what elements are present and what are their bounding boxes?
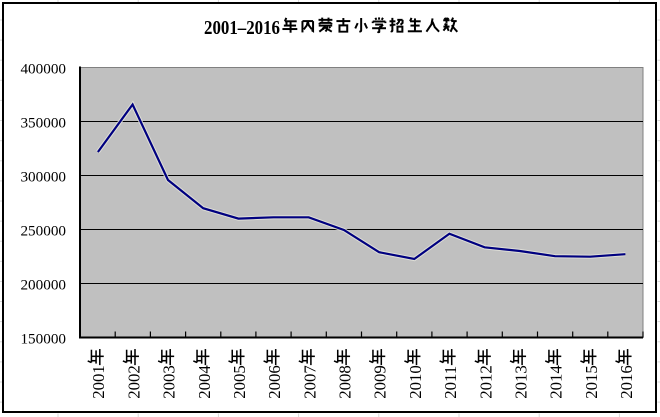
svg-text:2015: 2015 xyxy=(582,365,601,399)
svg-text:2004: 2004 xyxy=(195,365,214,399)
svg-text:2005: 2005 xyxy=(230,365,249,399)
svg-text:250000: 250000 xyxy=(20,223,66,240)
svg-text:2012: 2012 xyxy=(476,365,495,399)
svg-text:2011: 2011 xyxy=(441,366,460,399)
svg-text:150000: 150000 xyxy=(20,331,66,348)
svg-text:300000: 300000 xyxy=(20,169,66,186)
svg-text:2016: 2016 xyxy=(617,365,636,399)
svg-text:2008: 2008 xyxy=(336,365,355,399)
svg-text:2009: 2009 xyxy=(371,365,390,399)
svg-text:2001–2016: 2001–2016 xyxy=(204,17,280,39)
svg-text:2001: 2001 xyxy=(89,365,108,399)
svg-text:350000: 350000 xyxy=(20,115,66,132)
svg-text:2010: 2010 xyxy=(406,365,425,399)
svg-text:2014: 2014 xyxy=(547,365,566,399)
svg-text:2003: 2003 xyxy=(160,365,179,399)
svg-text:200000: 200000 xyxy=(20,277,66,294)
svg-text:2002: 2002 xyxy=(124,365,143,399)
svg-text:2007: 2007 xyxy=(300,365,319,399)
svg-text:2013: 2013 xyxy=(512,365,531,399)
svg-text:2006: 2006 xyxy=(265,365,284,399)
svg-text:400000: 400000 xyxy=(20,61,66,78)
